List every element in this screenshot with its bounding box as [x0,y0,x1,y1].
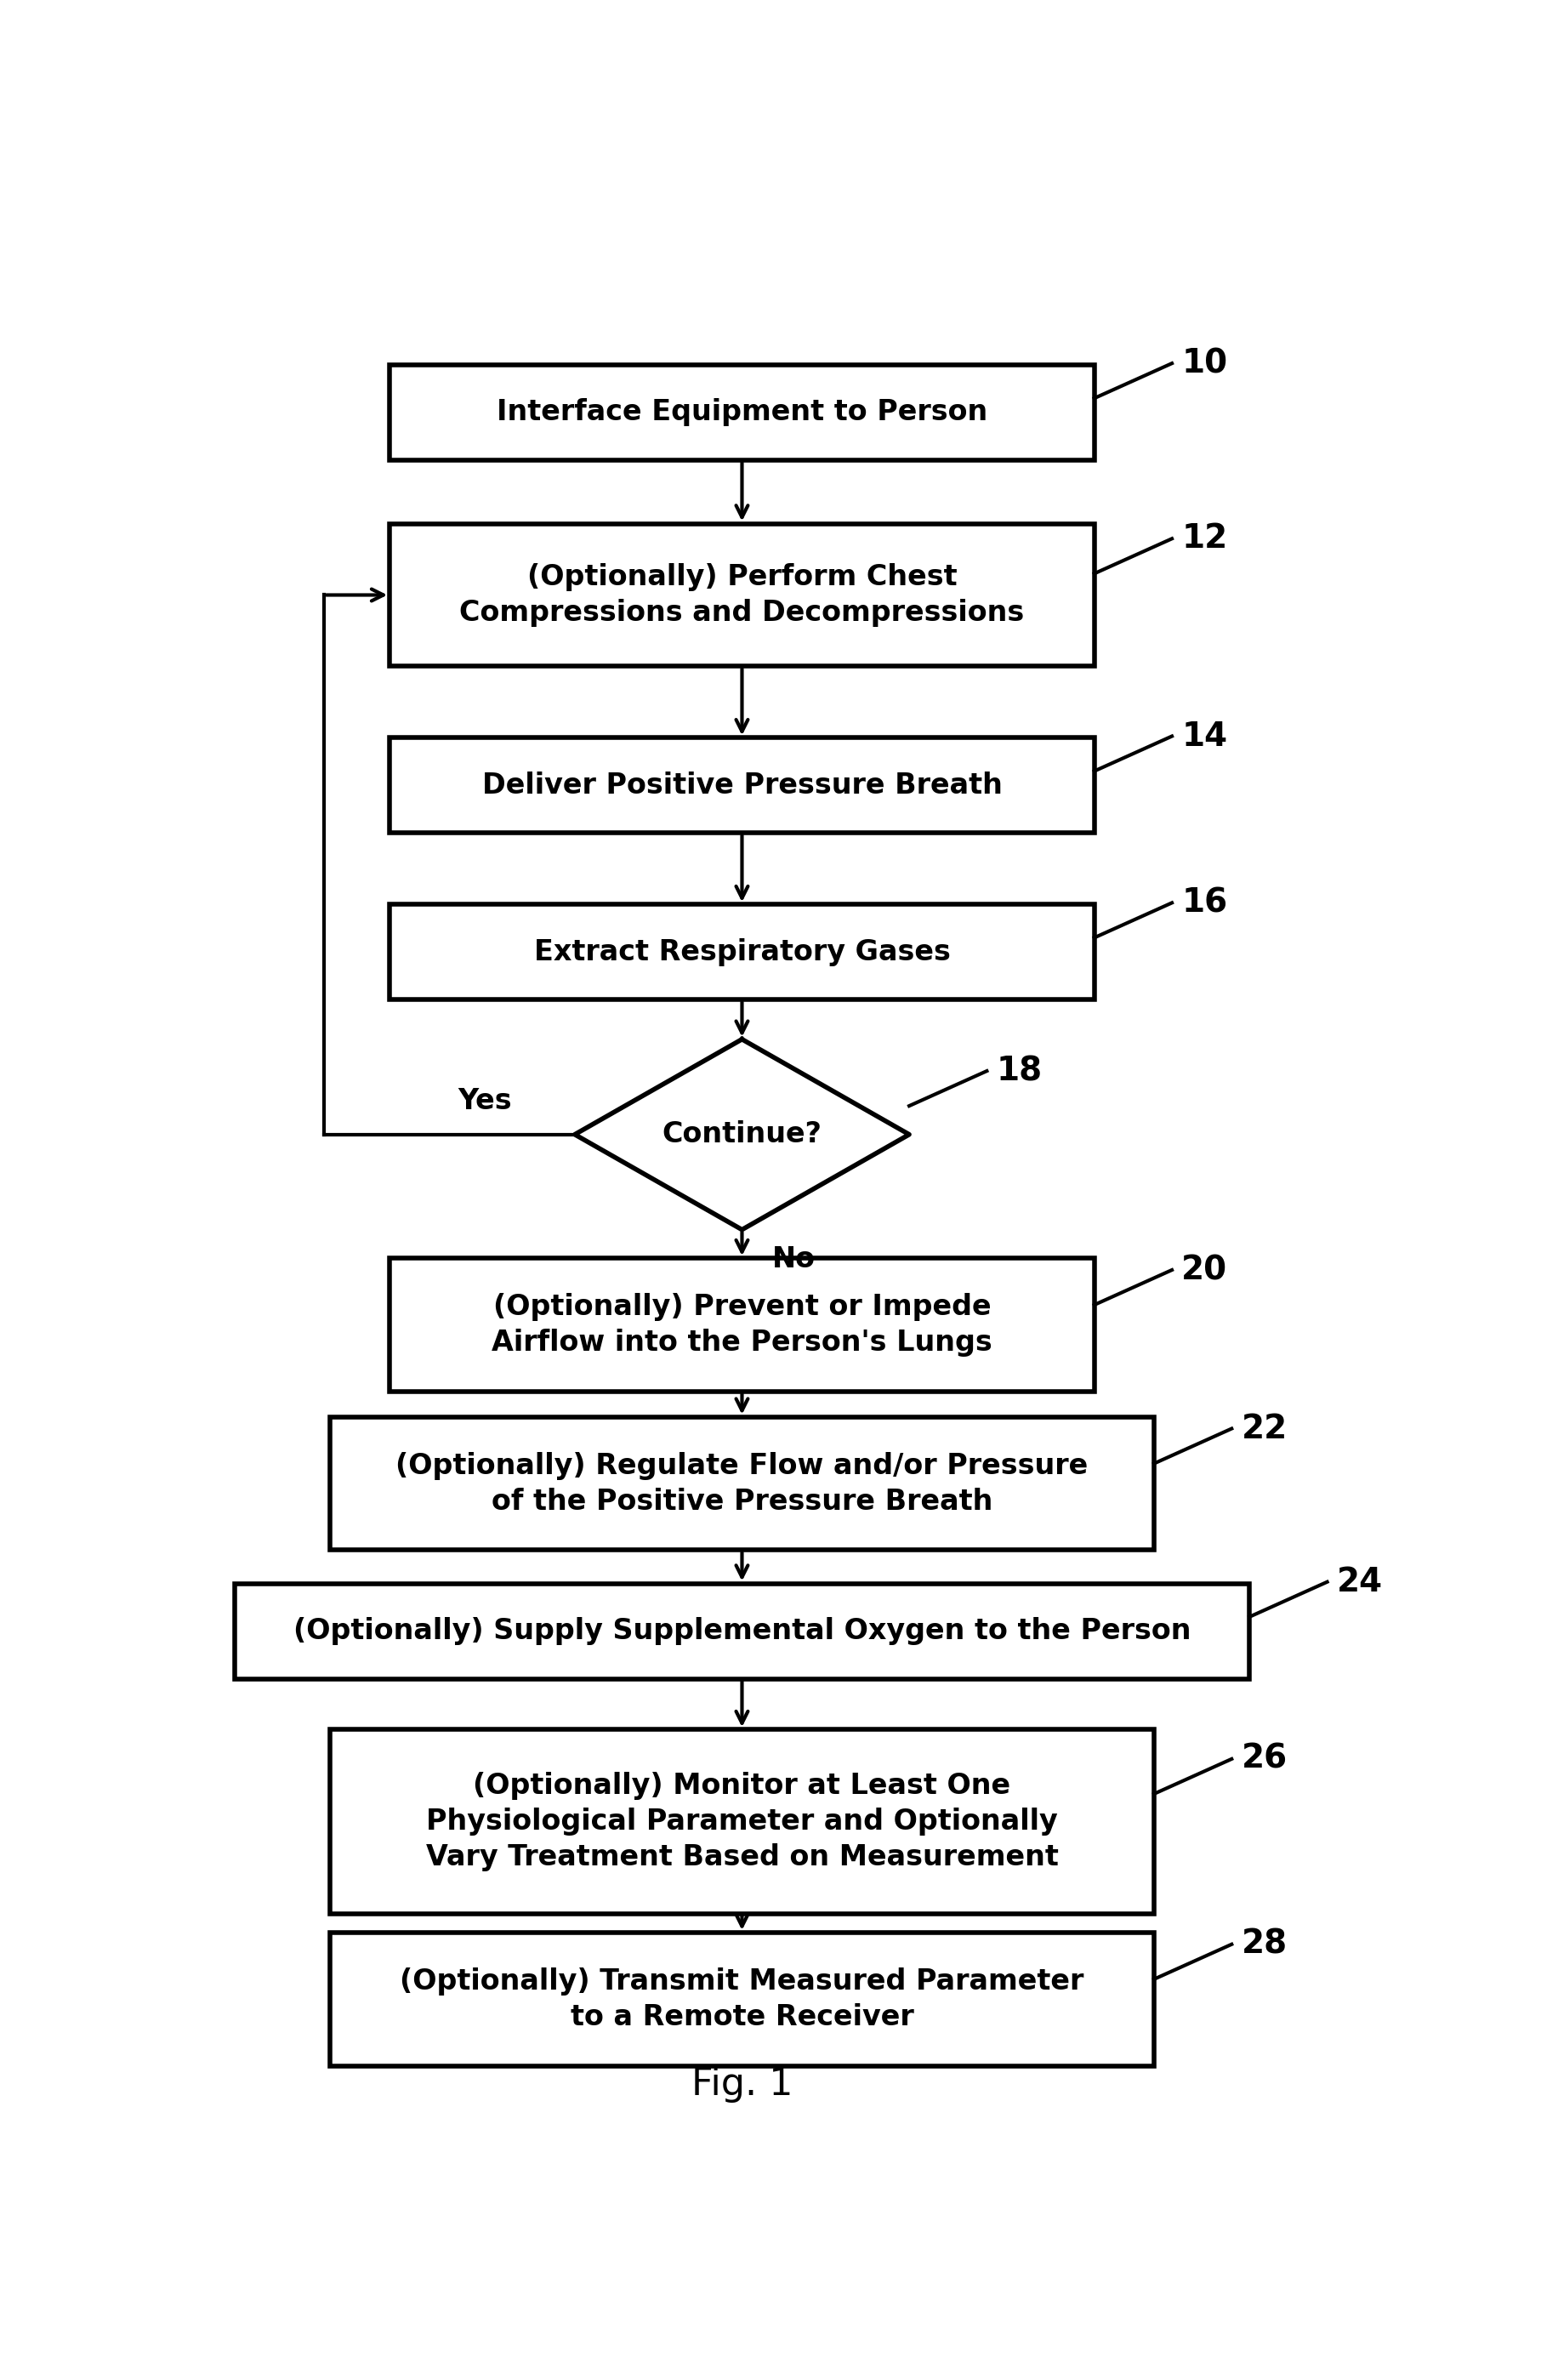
FancyBboxPatch shape [390,738,1094,833]
Polygon shape [575,1040,909,1230]
FancyBboxPatch shape [390,364,1094,459]
Text: Extract Respiratory Gases: Extract Respiratory Gases [533,938,951,966]
Text: (Optionally) Perform Chest
Compressions and Decompressions: (Optionally) Perform Chest Compressions … [459,564,1025,626]
FancyBboxPatch shape [390,524,1094,666]
Text: (Optionally) Transmit Measured Parameter
to a Remote Receiver: (Optionally) Transmit Measured Parameter… [401,1968,1083,2030]
Text: Interface Equipment to Person: Interface Equipment to Person [496,397,988,426]
Text: 12: 12 [1182,524,1228,555]
Text: 10: 10 [1182,347,1228,378]
Text: (Optionally) Regulate Flow and/or Pressure
of the Positive Pressure Breath: (Optionally) Regulate Flow and/or Pressu… [396,1452,1088,1516]
Text: 22: 22 [1241,1411,1287,1445]
FancyBboxPatch shape [234,1583,1250,1678]
Text: Yes: Yes [458,1088,512,1116]
Text: Fig. 1: Fig. 1 [692,2066,792,2102]
FancyBboxPatch shape [330,1933,1154,2066]
Text: 24: 24 [1336,1566,1382,1597]
Text: 26: 26 [1241,1742,1287,1775]
FancyBboxPatch shape [390,1259,1094,1392]
Text: 18: 18 [997,1054,1042,1088]
Text: 28: 28 [1241,1928,1287,1961]
Text: (Optionally) Monitor at Least One
Physiological Parameter and Optionally
Vary Tr: (Optionally) Monitor at Least One Physio… [425,1771,1059,1871]
Text: (Optionally) Supply Supplemental Oxygen to the Person: (Optionally) Supply Supplemental Oxygen … [293,1616,1191,1645]
Text: 20: 20 [1182,1254,1228,1285]
Text: (Optionally) Prevent or Impede
Airflow into the Person's Lungs: (Optionally) Prevent or Impede Airflow i… [492,1292,992,1357]
Text: 16: 16 [1182,888,1228,919]
FancyBboxPatch shape [390,904,1094,1000]
FancyBboxPatch shape [330,1730,1154,1914]
Text: No: No [772,1245,815,1273]
Text: 14: 14 [1182,721,1228,752]
Text: Continue?: Continue? [663,1121,821,1150]
Text: Deliver Positive Pressure Breath: Deliver Positive Pressure Breath [482,771,1002,800]
FancyBboxPatch shape [330,1416,1154,1549]
